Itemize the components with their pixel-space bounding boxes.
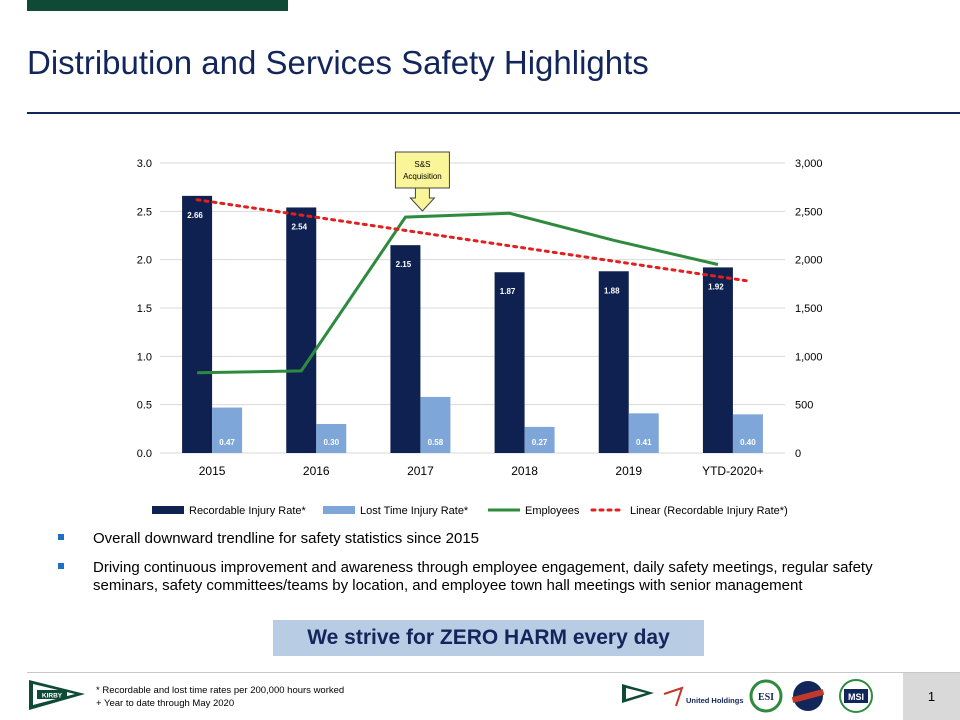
lost-time-data-label: 0.30	[323, 438, 339, 447]
recordable-data-label: 1.87	[500, 287, 516, 296]
bullet-item: Driving continuous improvement and aware…	[58, 559, 938, 595]
x-tick-label: 2015	[199, 464, 226, 478]
y-right-tick-label: 2,000	[795, 255, 823, 267]
recordable-data-label: 1.88	[604, 286, 620, 295]
y-left-tick-label: 1.5	[137, 303, 152, 315]
acquisition-callout-line2: Acquisition	[403, 172, 442, 181]
recordable-bar	[494, 272, 525, 453]
recordable-bar	[286, 207, 317, 453]
lost-time-bar	[628, 413, 659, 453]
x-tick-label: 2019	[615, 464, 642, 478]
legend-label-recordable: Recordable Injury Rate*	[189, 505, 307, 517]
page-title: Distribution and Services Safety Highlig…	[27, 44, 649, 81]
y-left-tick-label: 0.0	[137, 448, 152, 460]
y-right-tick-label: 3,000	[795, 158, 823, 170]
lost-time-data-label: 0.27	[532, 438, 548, 447]
lost-time-data-label: 0.41	[636, 438, 652, 447]
bullet-square-icon	[58, 534, 64, 540]
x-tick-label: 2016	[303, 464, 330, 478]
acquisition-arrow-icon	[409, 187, 436, 212]
esi-logo: ESI	[749, 679, 783, 713]
lost-time-bar	[316, 424, 347, 453]
y-right-tick-label: 1,000	[795, 351, 823, 363]
y-left-tick-label: 1.0	[137, 351, 152, 363]
kirby-label-box	[37, 690, 67, 699]
top-accent-bar	[27, 0, 288, 11]
footer-divider	[27, 672, 960, 673]
legend-label-lost-time: Lost Time Injury Rate*	[360, 505, 469, 517]
recordable-bar	[702, 267, 733, 453]
bullet-text: Overall downward trendline for safety st…	[93, 530, 480, 547]
recordable-data-label: 1.92	[708, 282, 724, 291]
title-divider	[27, 112, 960, 114]
recordable-bar	[390, 245, 421, 453]
recordable-data-label: 2.15	[396, 260, 412, 269]
lost-time-bar	[212, 407, 243, 453]
y-left-tick-label: 2.0	[137, 255, 152, 267]
footnote-ytd: + Year to date through May 2020	[96, 698, 235, 709]
lost-time-bar	[524, 426, 555, 453]
y-right-tick-label: 500	[795, 400, 813, 412]
partner-logos: United Holdings ESI MSI	[622, 679, 873, 713]
united-holdings-text: United Holdings	[686, 696, 744, 705]
x-tick-label: YTD-2020+	[702, 464, 764, 478]
lost-time-data-label: 0.47	[219, 438, 235, 447]
footnote-rates: * Recordable and lost time rates per 200…	[96, 685, 345, 696]
lost-time-data-label: 0.58	[428, 438, 444, 447]
kirby-small-logo	[622, 684, 654, 703]
bullet-square-icon	[58, 563, 64, 569]
united-holdings-logo: United Holdings	[663, 686, 744, 707]
kirby-logo-text: KIRBY	[42, 693, 63, 700]
kirby-logo: KIRBY	[29, 680, 85, 710]
acquisition-callout-box	[394, 151, 450, 189]
x-tick-label: 2018	[511, 464, 538, 478]
acquisition-callout-line1: S&S	[414, 160, 430, 169]
zero-harm-banner: We strive for ZERO HARM every day	[273, 620, 704, 656]
y-left-tick-label: 0.5	[137, 400, 152, 412]
page-number: 1	[927, 689, 936, 704]
msi-text: MSI	[848, 692, 864, 702]
x-tick-label: 2017	[407, 464, 434, 478]
esi-text: ESI	[758, 692, 774, 703]
lost-time-data-label: 0.40	[740, 438, 756, 447]
lost-time-bar	[420, 396, 451, 453]
y-right-tick-label: 1,500	[795, 303, 823, 315]
legend-swatch-lost-time	[323, 506, 355, 514]
recordable-data-label: 2.66	[187, 211, 203, 220]
y-right-tick-label: 2,500	[795, 206, 823, 218]
bullet-text: Driving continuous improvement and aware…	[93, 559, 873, 594]
trendline	[195, 198, 750, 283]
recordable-bar	[598, 271, 629, 453]
bullet-item: Overall downward trendline for safety st…	[58, 530, 938, 548]
legend-label-trendline: Linear (Recordable Injury Rate*)	[630, 505, 788, 517]
y-right-tick-label: 0	[795, 448, 801, 460]
lost-time-bar	[732, 414, 763, 453]
legend-swatch-recordable	[152, 506, 184, 514]
stewart-stevenson-logo	[791, 681, 825, 711]
y-left-tick-label: 3.0	[137, 158, 152, 170]
safety-chart: 0.0 0 0.5 500 1.0 1,000 1.5 1,500 2.0 2,000 2.5 2,5…	[137, 151, 823, 517]
recordable-data-label: 2.54	[291, 222, 307, 231]
footnotes: * Recordable and lost time rates per 200…	[96, 684, 344, 710]
page-number-box: 1	[903, 673, 960, 720]
employees-line	[197, 211, 719, 375]
legend-label-employees: Employees	[525, 505, 580, 517]
recordable-bar	[182, 195, 213, 453]
y-left-tick-label: 2.5	[137, 206, 152, 218]
bullet-list: Overall downward trendline for safety st…	[58, 530, 938, 606]
msi-logo: MSI	[839, 679, 873, 713]
